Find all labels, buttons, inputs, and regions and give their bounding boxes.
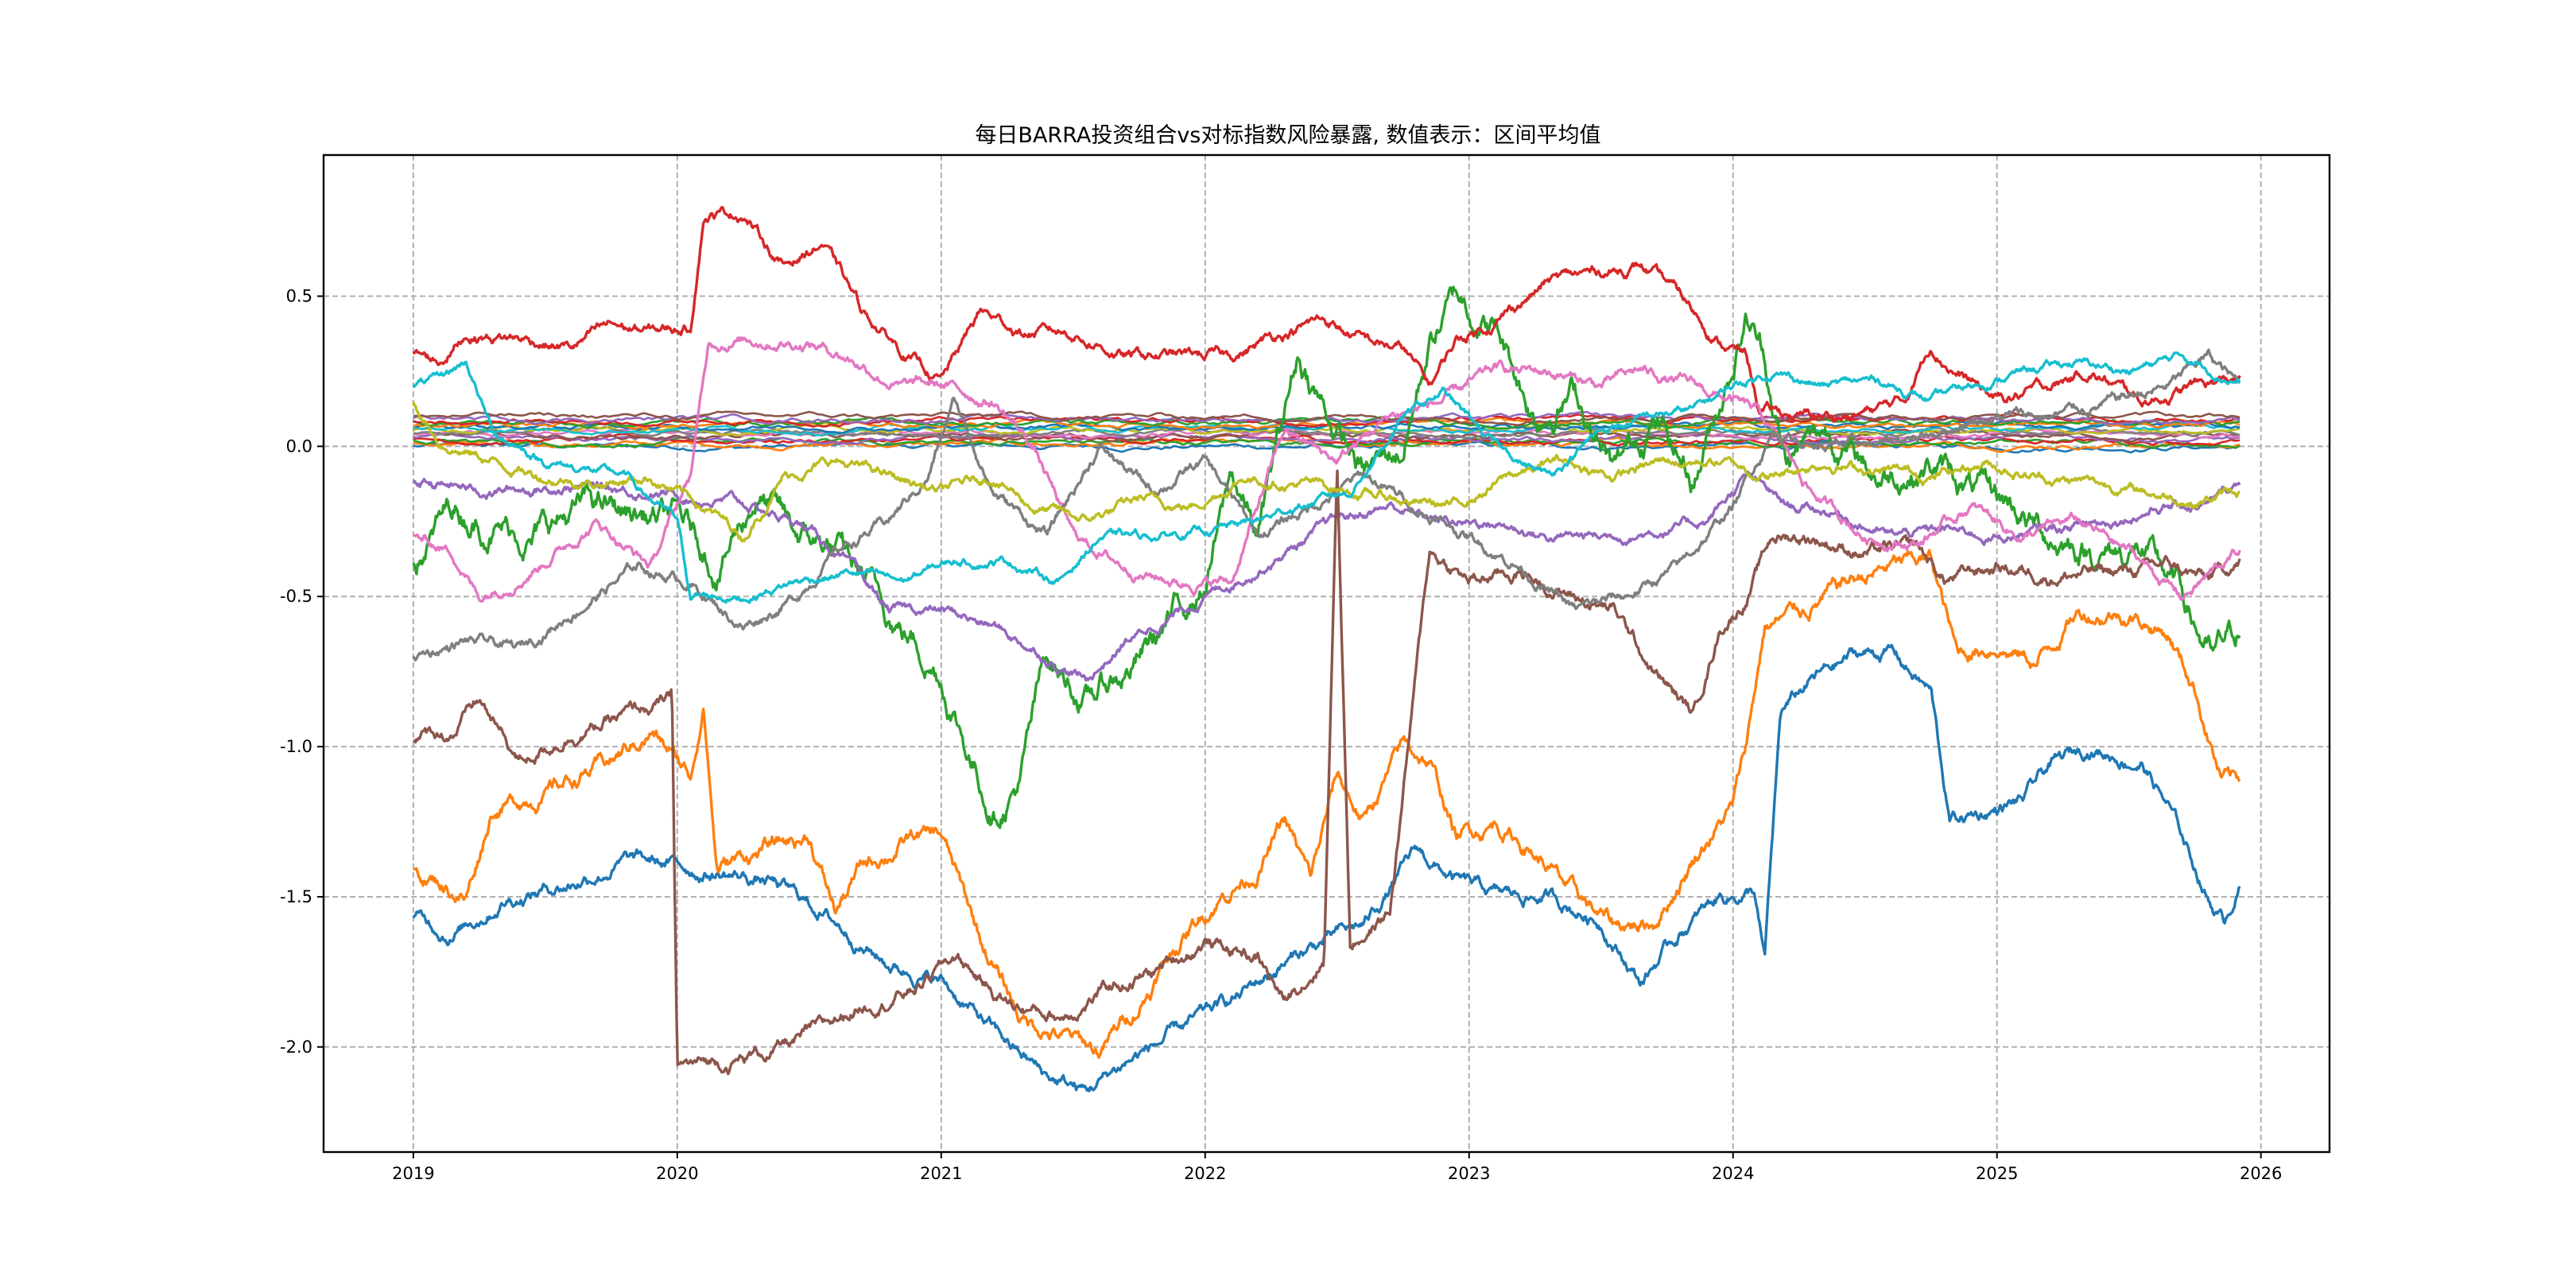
- y-tick-label: -2.0: [280, 1038, 312, 1057]
- series-cyan-line: [412, 351, 2241, 604]
- x-tick-label: 2020: [656, 1164, 698, 1183]
- x-tick-label: 2024: [1712, 1164, 1754, 1183]
- series-purple-line: [413, 470, 2241, 682]
- axis-ticks: 2019 2020 2021 2022 2023 2024 2025 2026 -2.0 -1.5…: [280, 287, 2282, 1183]
- x-tick-label: 2019: [392, 1164, 434, 1183]
- y-tick-label: 0.0: [286, 436, 312, 456]
- y-tick-label: -1.5: [280, 887, 312, 906]
- plot-frame: [322, 153, 2331, 1154]
- series-gray-line: [412, 348, 2240, 661]
- chart-title: 每日BARRA投资组合vs对标指数风险暴露, 数值表示：区间平均值: [975, 123, 1600, 148]
- band-series-line: [413, 435, 2240, 450]
- x-tick-label: 2025: [1976, 1164, 2018, 1183]
- series-green-line: [412, 285, 2241, 829]
- grid-layer: [324, 155, 2330, 1152]
- x-tick-label: 2022: [1184, 1164, 1226, 1183]
- y-tick-label: -0.5: [280, 587, 312, 606]
- x-tick-label: 2026: [2240, 1164, 2282, 1183]
- series-pink-line: [413, 336, 2241, 603]
- band-series-line: [413, 422, 2240, 437]
- y-tick-label: -1.0: [280, 737, 312, 756]
- x-tick-label: 2021: [920, 1164, 962, 1183]
- series-olive-line: [412, 402, 2240, 543]
- x-tick-label: 2023: [1448, 1164, 1490, 1183]
- y-tick-label: 0.5: [286, 287, 312, 306]
- series-blue-line: [412, 643, 2241, 1092]
- series-layer: [412, 206, 2241, 1092]
- series-red-line: [412, 206, 2241, 423]
- series-brown-line: [413, 469, 2241, 1076]
